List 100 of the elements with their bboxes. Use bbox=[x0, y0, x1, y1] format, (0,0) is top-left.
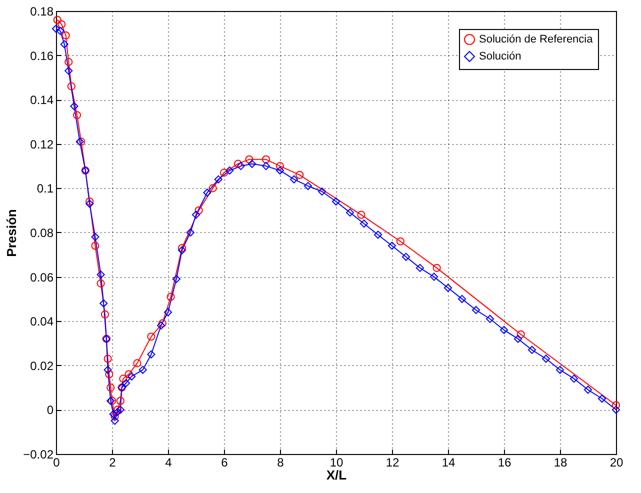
legend-label: Solución de Referencia bbox=[479, 34, 594, 46]
point bbox=[64, 66, 73, 75]
x-tick-label: 4 bbox=[165, 456, 172, 470]
point bbox=[234, 160, 242, 168]
x-tick-label: 8 bbox=[277, 456, 284, 470]
point bbox=[133, 359, 142, 368]
point bbox=[86, 200, 94, 208]
point bbox=[290, 175, 298, 184]
point bbox=[64, 58, 73, 66]
point bbox=[96, 270, 105, 279]
point bbox=[110, 416, 119, 425]
point bbox=[472, 306, 480, 314]
point bbox=[486, 314, 494, 323]
point bbox=[91, 242, 100, 250]
point bbox=[192, 210, 200, 219]
point bbox=[248, 160, 256, 168]
point bbox=[172, 274, 180, 284]
x-tick-label: 2 bbox=[109, 456, 116, 470]
y-tick-label: 0.06 bbox=[30, 270, 54, 284]
point bbox=[346, 208, 354, 217]
point bbox=[158, 319, 166, 328]
y-tick-label: 0 bbox=[46, 403, 54, 418]
point bbox=[304, 182, 312, 190]
point bbox=[178, 246, 186, 254]
point bbox=[296, 170, 304, 179]
point bbox=[236, 162, 245, 170]
point bbox=[116, 396, 124, 405]
x-axis-title: X/L bbox=[326, 468, 347, 482]
point bbox=[318, 187, 326, 196]
point bbox=[556, 366, 564, 374]
point bbox=[62, 31, 70, 40]
point bbox=[96, 279, 105, 288]
x-tick-label: 10 bbox=[330, 456, 344, 470]
point bbox=[203, 188, 212, 197]
point bbox=[542, 354, 550, 363]
point bbox=[208, 184, 217, 192]
point bbox=[166, 292, 175, 301]
x-tick-label: 16 bbox=[498, 456, 512, 470]
point bbox=[514, 334, 522, 343]
point bbox=[186, 228, 194, 237]
point bbox=[70, 102, 78, 110]
point bbox=[584, 386, 592, 394]
x-tick-label: 14 bbox=[442, 456, 456, 470]
point bbox=[262, 162, 270, 170]
point bbox=[67, 82, 76, 90]
x-tick-label: 12 bbox=[386, 456, 400, 470]
point bbox=[357, 210, 366, 219]
point bbox=[444, 284, 452, 292]
point bbox=[432, 264, 441, 272]
point bbox=[122, 379, 130, 388]
point bbox=[388, 242, 396, 250]
point bbox=[374, 230, 382, 239]
point bbox=[402, 252, 410, 261]
point bbox=[612, 406, 620, 414]
point bbox=[194, 206, 203, 214]
y-tick-label: 0.18 bbox=[30, 4, 54, 18]
point bbox=[147, 350, 156, 358]
point bbox=[100, 310, 110, 318]
x-tick-label: 18 bbox=[554, 456, 568, 470]
point bbox=[164, 308, 172, 316]
point bbox=[226, 166, 234, 175]
point bbox=[147, 332, 156, 341]
point bbox=[119, 374, 128, 383]
point bbox=[214, 175, 222, 184]
point bbox=[60, 40, 68, 48]
point bbox=[430, 272, 438, 281]
y-tick-label: −0.02 bbox=[23, 448, 54, 462]
y-axis-title: Presión bbox=[4, 209, 20, 257]
point bbox=[104, 354, 112, 363]
point bbox=[128, 372, 136, 381]
y-tick-label: 0.04 bbox=[30, 314, 54, 329]
point bbox=[276, 166, 284, 175]
legend-label: Solución bbox=[479, 50, 522, 62]
point bbox=[58, 20, 66, 28]
y-tick-label: 0.14 bbox=[30, 93, 54, 108]
point bbox=[114, 406, 122, 414]
point bbox=[416, 264, 424, 272]
y-tick-label: 0.02 bbox=[30, 358, 54, 373]
point bbox=[105, 370, 114, 378]
point bbox=[138, 366, 147, 374]
point bbox=[91, 232, 100, 241]
point bbox=[52, 24, 60, 33]
point bbox=[124, 370, 133, 378]
point bbox=[528, 346, 536, 354]
point bbox=[100, 299, 108, 308]
point bbox=[110, 412, 119, 420]
point bbox=[332, 197, 340, 206]
y-tick-label: 0.12 bbox=[30, 137, 54, 152]
point bbox=[360, 220, 368, 228]
point bbox=[220, 168, 228, 177]
point bbox=[458, 294, 466, 303]
point bbox=[104, 366, 112, 374]
y-tick-label: 0.08 bbox=[30, 226, 54, 240]
point bbox=[612, 401, 620, 410]
point bbox=[570, 374, 578, 383]
x-tick-label: 20 bbox=[610, 456, 624, 470]
point bbox=[396, 237, 404, 246]
point bbox=[156, 321, 166, 330]
y-tick-label: 0.1 bbox=[36, 182, 54, 196]
point bbox=[116, 406, 124, 414]
